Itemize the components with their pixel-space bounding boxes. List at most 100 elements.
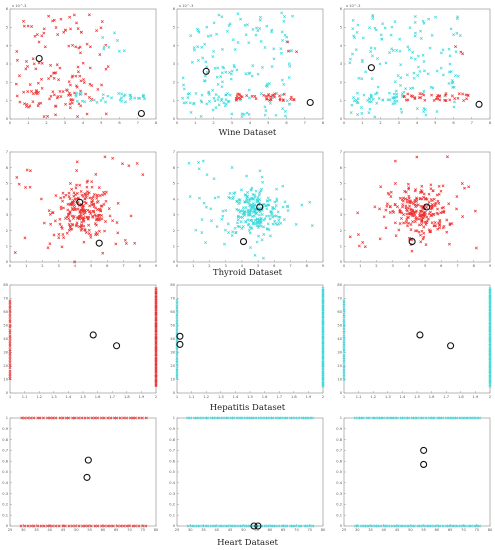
data-point bbox=[244, 206, 248, 209]
data-point bbox=[456, 96, 460, 100]
data-point bbox=[198, 416, 201, 420]
data-point bbox=[62, 195, 66, 199]
data-point bbox=[8, 360, 12, 364]
data-point bbox=[226, 416, 230, 420]
data-point bbox=[392, 416, 396, 420]
data-point bbox=[72, 194, 76, 198]
data-point bbox=[243, 416, 247, 420]
data-point bbox=[57, 236, 61, 240]
data-point bbox=[217, 195, 220, 199]
x-tick-label: 7 bbox=[456, 264, 458, 268]
data-point bbox=[259, 189, 263, 193]
data-point bbox=[54, 104, 58, 108]
data-point bbox=[277, 218, 281, 222]
data-point bbox=[122, 524, 126, 528]
data-point bbox=[39, 101, 43, 105]
data-point bbox=[356, 101, 360, 105]
x-tick-label: 1.7 bbox=[443, 395, 449, 399]
data-point bbox=[79, 225, 83, 229]
data-point bbox=[189, 111, 193, 114]
data-point bbox=[255, 240, 259, 244]
data-point bbox=[342, 312, 346, 316]
data-point bbox=[427, 17, 431, 21]
data-point bbox=[175, 347, 179, 351]
data-point bbox=[406, 98, 410, 102]
data-point bbox=[102, 524, 106, 528]
data-point bbox=[35, 33, 39, 37]
x-tick-label: 25 bbox=[175, 528, 180, 532]
data-point bbox=[36, 104, 40, 108]
cluster-center-marker bbox=[408, 238, 416, 246]
data-point bbox=[198, 196, 201, 200]
data-point bbox=[379, 524, 383, 528]
data-point bbox=[40, 77, 43, 81]
data-point bbox=[182, 87, 186, 91]
data-point bbox=[75, 169, 79, 172]
data-point bbox=[71, 217, 75, 220]
data-point bbox=[321, 305, 325, 309]
plot-frame bbox=[343, 151, 491, 263]
data-point bbox=[77, 416, 80, 420]
data-point bbox=[251, 210, 255, 214]
data-point bbox=[342, 344, 346, 348]
y-tick-label: 80 bbox=[3, 283, 8, 287]
data-point bbox=[134, 524, 137, 528]
data-point bbox=[342, 340, 346, 344]
plot-frame bbox=[176, 417, 324, 527]
data-point bbox=[488, 365, 492, 369]
data-point bbox=[140, 416, 144, 420]
plot-frame bbox=[9, 417, 157, 527]
data-point bbox=[437, 192, 441, 196]
data-point bbox=[418, 214, 421, 218]
data-point bbox=[215, 416, 219, 420]
data-point bbox=[83, 228, 87, 231]
data-point bbox=[450, 524, 454, 528]
data-point bbox=[129, 214, 133, 218]
data-point bbox=[189, 416, 192, 420]
data-point bbox=[398, 37, 402, 41]
data-point bbox=[435, 110, 439, 113]
data-point bbox=[399, 63, 403, 67]
data-point bbox=[253, 253, 257, 257]
data-point bbox=[290, 49, 294, 53]
x-tick-label: 1 bbox=[27, 121, 29, 125]
data-point bbox=[25, 59, 28, 63]
x-tick-label: 1 bbox=[25, 264, 27, 268]
caption-thyroid-dataset: Thyroid Dataset bbox=[212, 268, 283, 278]
data-point bbox=[263, 46, 267, 49]
data-point bbox=[51, 211, 55, 214]
cluster-center-marker bbox=[239, 238, 248, 246]
data-point bbox=[363, 245, 367, 249]
data-point bbox=[282, 218, 286, 221]
data-point bbox=[392, 96, 396, 100]
data-point bbox=[267, 93, 271, 96]
data-point bbox=[445, 416, 448, 420]
data-point bbox=[79, 189, 83, 193]
x-tick-label: 40 bbox=[382, 528, 387, 532]
data-point bbox=[26, 416, 30, 420]
data-point bbox=[224, 98, 228, 102]
data-point bbox=[228, 22, 232, 26]
data-point bbox=[421, 19, 425, 23]
data-point bbox=[186, 96, 190, 100]
data-point bbox=[342, 369, 346, 373]
data-point bbox=[217, 95, 221, 99]
data-point bbox=[266, 199, 270, 203]
data-point bbox=[87, 228, 91, 232]
data-point bbox=[395, 92, 399, 96]
data-point bbox=[411, 202, 415, 206]
data-point bbox=[36, 524, 40, 528]
data-point bbox=[230, 166, 234, 169]
data-point bbox=[248, 71, 252, 75]
data-point bbox=[442, 205, 445, 209]
data-point bbox=[95, 217, 99, 221]
data-point bbox=[342, 336, 346, 340]
data-point bbox=[72, 203, 76, 207]
data-point bbox=[84, 231, 88, 234]
data-point bbox=[72, 214, 76, 218]
data-point bbox=[342, 349, 346, 353]
plot-frame bbox=[176, 284, 324, 394]
data-point bbox=[367, 111, 371, 115]
data-point bbox=[433, 202, 437, 206]
